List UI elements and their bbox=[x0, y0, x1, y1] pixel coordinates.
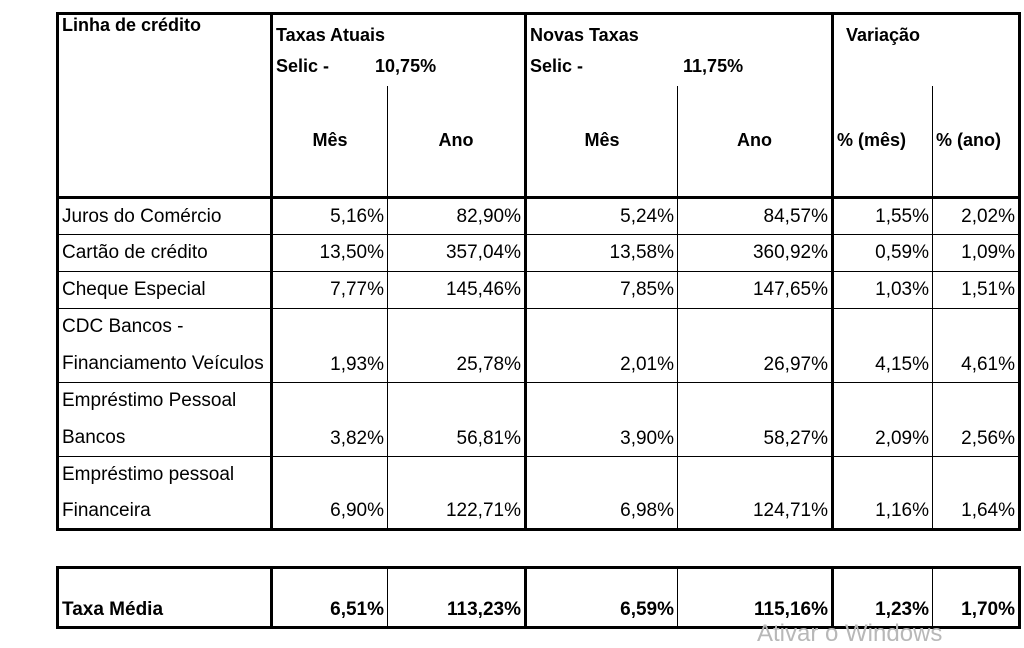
summary-new-month: 6,59% bbox=[525, 567, 678, 628]
variation-month-value: 1,55% bbox=[832, 196, 933, 235]
table-row-line2: Financeira bbox=[57, 493, 1020, 530]
header-current-selic: Selic - 10,75% bbox=[271, 49, 527, 86]
table-row-line2: Bancos bbox=[57, 419, 1020, 457]
summary-new-year: 115,16% bbox=[677, 567, 834, 628]
header-row-selic: Selic - 10,75% Selic - 11,75% bbox=[58, 49, 1020, 86]
row-label: Cheque Especial bbox=[57, 271, 273, 309]
header-new-selic: Selic - 11,75% bbox=[525, 49, 834, 86]
variation-year-value: 1,51% bbox=[932, 271, 1020, 309]
current-year-value: 145,46% bbox=[387, 271, 527, 309]
new-year-value: 147,65% bbox=[677, 271, 834, 309]
current-month-value: 3,82% bbox=[271, 382, 388, 457]
current-year-value: 25,78% bbox=[387, 308, 527, 383]
current-year-value: 357,04% bbox=[387, 234, 527, 272]
header-variation: Variação bbox=[846, 25, 921, 45]
current-year-value: 122,71% bbox=[387, 456, 527, 530]
row-label: Cartão de crédito bbox=[57, 234, 273, 272]
variation-month-value: 1,16% bbox=[832, 456, 933, 530]
new-month-value: 3,90% bbox=[525, 382, 678, 457]
summary-label: Taxa Média bbox=[57, 567, 273, 628]
row-label: CDC Bancos - bbox=[57, 308, 273, 346]
new-selic-label: Selic - bbox=[530, 55, 584, 76]
new-month-value: 5,24% bbox=[525, 196, 678, 235]
current-year-value: 56,81% bbox=[387, 382, 527, 457]
variation-year-value: 4,61% bbox=[932, 308, 1020, 383]
table-row: Cartão de crédito 13,50% 357,04% 13,58% … bbox=[57, 234, 1020, 272]
header-row-periods: Mês Ano Mês Ano % (mês) % (ano) bbox=[58, 85, 1020, 199]
variation-year-value: 2,56% bbox=[932, 382, 1020, 457]
header-credit-line: Linha de crédito bbox=[57, 13, 273, 198]
row-label-sub: Bancos bbox=[57, 419, 273, 457]
header-variation-month: % (mês) bbox=[832, 85, 933, 199]
table-row-line1: CDC Bancos - 1,93% 25,78% 2,01% 26,97% 4… bbox=[57, 308, 1020, 383]
credit-rates-table: Linha de crédito Taxas Atuais Novas Taxa… bbox=[56, 12, 1021, 531]
summary-variation-month: 1,23% bbox=[832, 567, 933, 628]
new-selic-value: 11,75% bbox=[683, 55, 744, 76]
variation-month-value: 4,15% bbox=[832, 308, 933, 383]
table-row: Juros do Comércio 5,16% 82,90% 5,24% 84,… bbox=[57, 196, 1020, 235]
variation-month-value: 0,59% bbox=[832, 234, 933, 272]
header-current-rates: Taxas Atuais bbox=[271, 13, 527, 50]
table-row: Cheque Especial 7,77% 145,46% 7,85% 147,… bbox=[57, 271, 1020, 309]
variation-year-value: 1,64% bbox=[932, 456, 1020, 530]
table-row-line2: Financiamento Veículos bbox=[57, 345, 1020, 383]
new-year-value: 58,27% bbox=[677, 382, 834, 457]
header-new-month: Mês bbox=[525, 85, 678, 199]
new-year-value: 26,97% bbox=[677, 308, 834, 383]
current-month-value: 7,77% bbox=[271, 271, 388, 309]
header-row-titles: Linha de crédito Taxas Atuais Novas Taxa… bbox=[57, 13, 1020, 198]
row-label: Juros do Comércio bbox=[57, 196, 273, 235]
current-month-value: 1,93% bbox=[271, 308, 388, 383]
new-year-value: 124,71% bbox=[677, 456, 834, 530]
header-current-year: Ano bbox=[387, 85, 527, 199]
header-new-rates: Novas Taxas bbox=[525, 13, 834, 50]
average-rate-table: Taxa Média 6,51% 113,23% 6,59% 115,16% 1… bbox=[56, 566, 1021, 629]
current-selic-value: 10,75% bbox=[375, 55, 437, 76]
variation-year-value: 2,02% bbox=[932, 196, 1020, 235]
summary-current-month: 6,51% bbox=[271, 567, 388, 628]
new-month-value: 2,01% bbox=[525, 308, 678, 383]
windows-activation-watermark: Ativar o Windows bbox=[757, 620, 943, 647]
header-variation-spacer bbox=[833, 50, 1020, 86]
current-year-value: 82,90% bbox=[387, 196, 527, 235]
row-label: Empréstimo Pessoal bbox=[57, 382, 273, 420]
new-month-value: 7,85% bbox=[525, 271, 678, 309]
header-new-year: Ano bbox=[677, 85, 834, 199]
row-label: Empréstimo pessoal bbox=[57, 456, 273, 494]
summary-current-year: 113,23% bbox=[387, 567, 527, 628]
current-month-value: 6,90% bbox=[271, 456, 388, 530]
header-variation-year: % (ano) bbox=[932, 85, 1020, 199]
summary-variation-year: 1,70% bbox=[961, 599, 1015, 620]
variation-year-value: 1,09% bbox=[932, 234, 1020, 272]
new-year-value: 360,92% bbox=[677, 234, 834, 272]
current-month-value: 13,50% bbox=[271, 234, 388, 272]
header-current-month: Mês bbox=[271, 85, 388, 199]
table-row-line1: Empréstimo pessoal 6,90% 122,71% 6,98% 1… bbox=[57, 456, 1020, 530]
new-month-value: 6,98% bbox=[525, 456, 678, 530]
table-row-line1: Empréstimo Pessoal 3,82% 56,81% 3,90% 58… bbox=[57, 382, 1020, 457]
variation-month-value: 1,03% bbox=[832, 271, 933, 309]
summary-row: Taxa Média 6,51% 113,23% 6,59% 115,16% 1… bbox=[57, 567, 1020, 628]
variation-month-value: 2,09% bbox=[832, 382, 933, 457]
current-selic-label: Selic - bbox=[276, 55, 330, 76]
current-month-value: 5,16% bbox=[271, 196, 388, 235]
row-label-sub: Financeira bbox=[57, 493, 273, 530]
new-month-value: 13,58% bbox=[525, 234, 678, 272]
new-year-value: 84,57% bbox=[677, 196, 834, 235]
row-label-sub: Financiamento Veículos bbox=[57, 345, 273, 383]
